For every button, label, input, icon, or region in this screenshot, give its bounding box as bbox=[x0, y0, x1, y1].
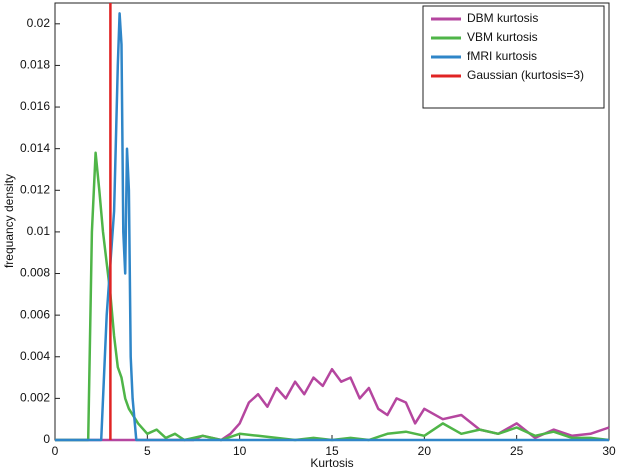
x-axis-label: Kurtosis bbox=[310, 456, 353, 470]
series-line bbox=[55, 367, 610, 442]
y-tick-label: 0.002 bbox=[20, 391, 50, 405]
series-line bbox=[55, 12, 609, 442]
y-tick-label: 0.018 bbox=[20, 58, 50, 72]
y-tick-label: 0.008 bbox=[20, 266, 50, 280]
legend-label: fMRI kurtosis bbox=[467, 49, 537, 63]
x-tick-label: 10 bbox=[233, 444, 247, 458]
y-axis-label: frequancy density bbox=[2, 174, 16, 268]
y-tick-label: 0 bbox=[43, 432, 50, 446]
x-tick-label: 20 bbox=[418, 444, 432, 458]
y-tick-label: 0.004 bbox=[20, 349, 50, 363]
series-line bbox=[55, 151, 610, 442]
y-tick-label: 0.014 bbox=[20, 141, 50, 155]
y-tick-label: 0.006 bbox=[20, 307, 50, 321]
y-tick-label: 0.016 bbox=[20, 99, 50, 113]
x-tick-label: 0 bbox=[52, 444, 59, 458]
y-tick-label: 0.01 bbox=[27, 224, 51, 238]
x-tick-label: 15 bbox=[325, 444, 339, 458]
legend-label: VBM kurtosis bbox=[467, 30, 538, 44]
y-tick-label: 0.02 bbox=[27, 16, 51, 30]
x-tick-label: 30 bbox=[602, 444, 616, 458]
y-tick-label: 0.012 bbox=[20, 182, 50, 196]
x-tick-label: 5 bbox=[144, 444, 151, 458]
legend-label: DBM kurtosis bbox=[467, 11, 538, 25]
legend-label: Gaussian (kurtosis=3) bbox=[467, 68, 584, 82]
x-tick-label: 25 bbox=[510, 444, 524, 458]
